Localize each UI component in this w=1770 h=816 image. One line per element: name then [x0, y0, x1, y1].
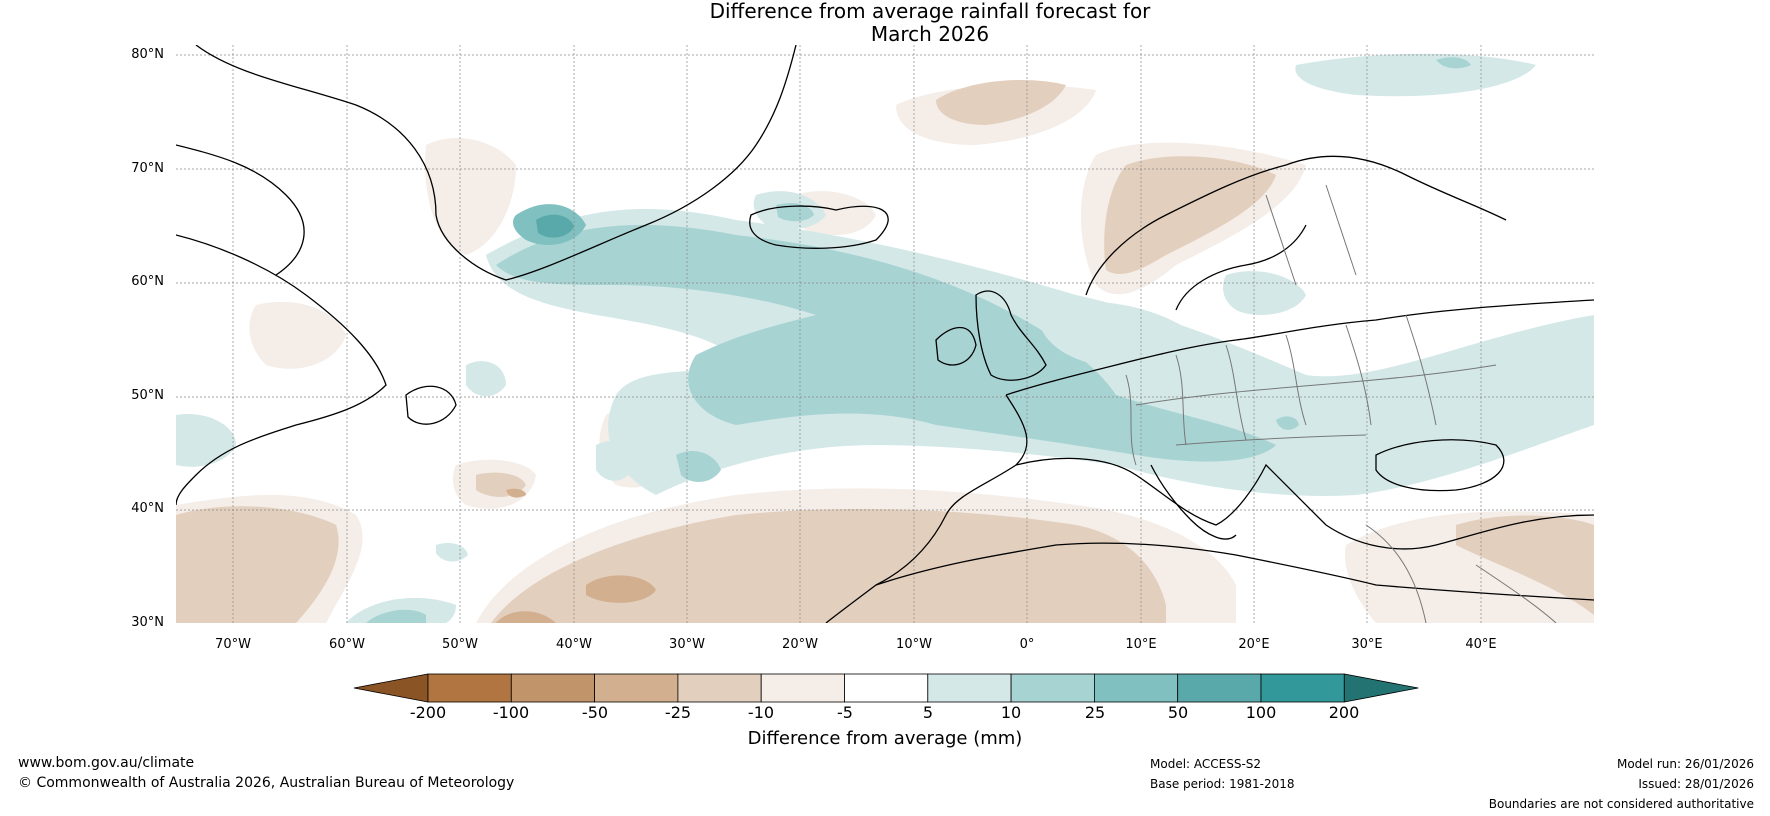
lon-label-10w: 10°W [896, 637, 932, 652]
national-borders [1125, 184, 1557, 623]
coastlines [176, 45, 1594, 623]
lon-label-0: 0° [1019, 637, 1035, 652]
colorbar-segment [844, 673, 929, 703]
map-title: Difference from average rainfall forecas… [600, 0, 1260, 46]
wet-anomaly-shading [176, 53, 1594, 623]
graticule [176, 45, 1594, 623]
lon-label-30e: 30°E [1351, 637, 1383, 652]
lon-label-60w: 60°W [329, 637, 365, 652]
colorbar-segments [353, 673, 1419, 703]
lat-label-40n: 40°N [131, 501, 164, 516]
rainfall-anomaly-map [176, 45, 1594, 623]
colorbar-tick: 5 [922, 703, 934, 722]
colorbar-tick: 200 [1328, 703, 1360, 722]
lon-label-20e: 20°E [1238, 637, 1270, 652]
colorbar-segment [927, 673, 1012, 703]
colorbar-segment [1260, 673, 1345, 703]
colorbar-segment [677, 673, 762, 703]
lon-label-20w: 20°W [782, 637, 818, 652]
lat-label-70n: 70°N [131, 161, 164, 176]
colorbar-segment [760, 673, 845, 703]
lon-label-40e: 40°E [1465, 637, 1497, 652]
colorbar-tick: 100 [1245, 703, 1277, 722]
lat-label-60n: 60°N [131, 274, 164, 289]
colorbar-segment [427, 673, 512, 703]
colorbar-segment [1010, 673, 1095, 703]
copyright-text: © Commonwealth of Australia 2026, Austra… [18, 775, 515, 791]
colorbar-tick: 10 [1000, 703, 1022, 722]
issued-text: Issued: 28/01/2026 [1638, 777, 1754, 791]
colorbar-tick: -100 [492, 703, 530, 722]
colorbar-label: Difference from average (mm) [747, 728, 1023, 749]
colorbar-extend-min [353, 673, 429, 703]
lon-label-40w: 40°W [556, 637, 592, 652]
colorbar-tick: -200 [409, 703, 447, 722]
model-text: Model: ACCESS-S2 [1150, 757, 1262, 771]
colorbar-segment [1177, 673, 1262, 703]
colorbar-tick: -50 [581, 703, 609, 722]
map-svg [176, 45, 1594, 623]
model-run-text: Model run: 26/01/2026 [1616, 757, 1754, 771]
website-link[interactable]: www.bom.gov.au/climate [18, 755, 195, 771]
colorbar-tick: -10 [747, 703, 775, 722]
colorbar-tick: -5 [837, 703, 853, 722]
colorbar-segment [510, 673, 596, 703]
colorbar-tick: 25 [1084, 703, 1106, 722]
title-line-2: March 2026 [870, 22, 990, 46]
base-period-text: Base period: 1981-2018 [1150, 777, 1295, 791]
lon-label-70w: 70°W [215, 637, 251, 652]
colorbar-segment [594, 673, 679, 703]
title-line-1: Difference from average rainfall forecas… [709, 0, 1151, 23]
colorbar-tick: 50 [1167, 703, 1189, 722]
disclaimer-text: Boundaries are not considered authoritat… [1488, 797, 1754, 811]
colorbar-tick: -25 [664, 703, 692, 722]
colorbar [353, 673, 1419, 703]
colorbar-extend-max [1343, 673, 1419, 703]
lat-label-80n: 80°N [131, 47, 164, 62]
lon-label-10e: 10°E [1125, 637, 1157, 652]
lat-label-30n: 30°N [131, 615, 164, 630]
lat-label-50n: 50°N [131, 388, 164, 403]
lon-label-50w: 50°W [442, 637, 478, 652]
lon-label-30w: 30°W [669, 637, 705, 652]
colorbar-segment [1094, 673, 1179, 703]
dry-anomaly-shading [176, 80, 1594, 623]
